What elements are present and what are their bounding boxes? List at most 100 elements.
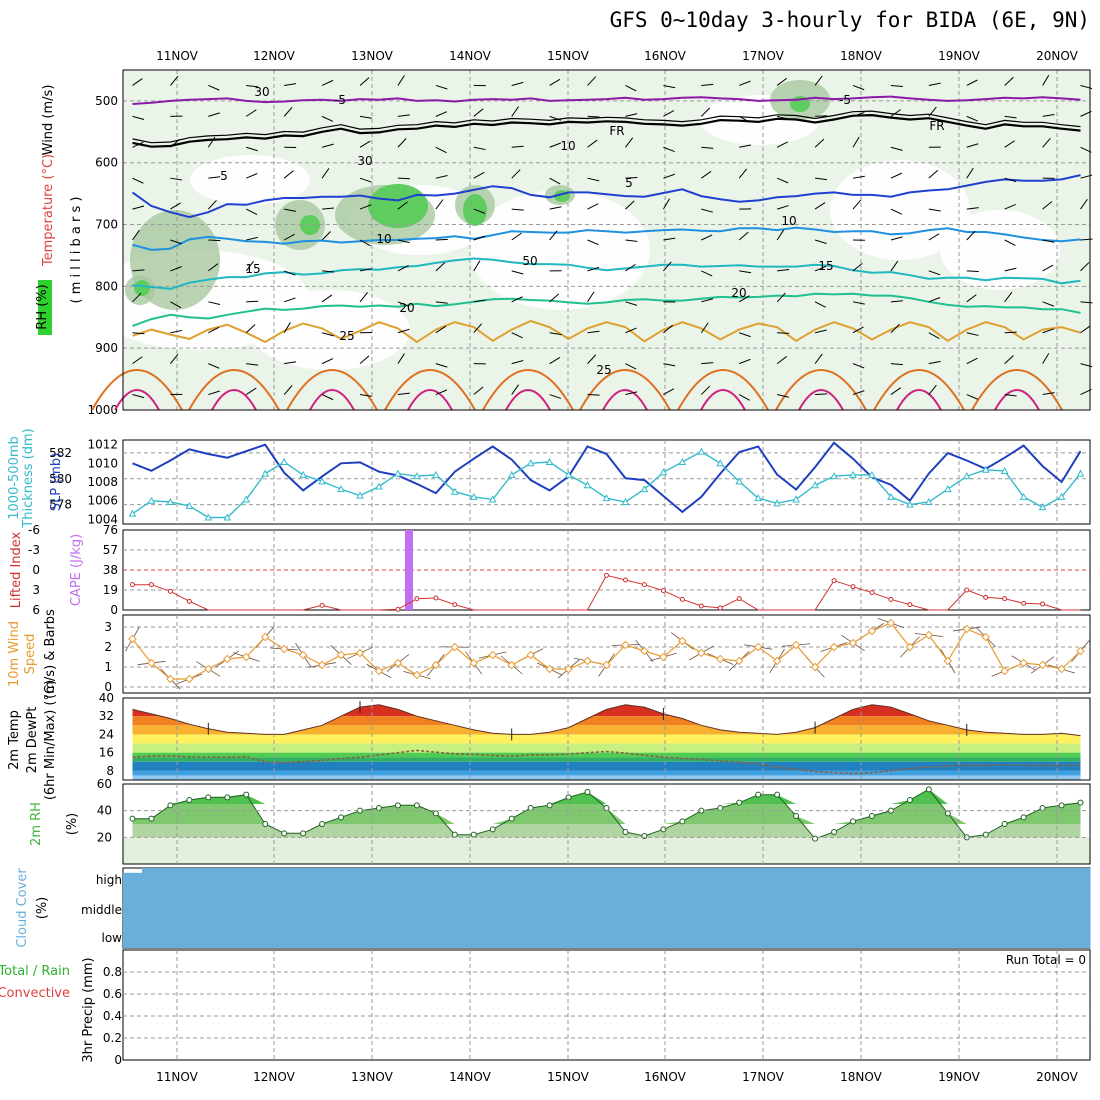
bottom-date-label-3: 14NOV bbox=[449, 1070, 491, 1084]
top-date-label-0: 11NOV bbox=[156, 49, 198, 63]
p1-wind-barb-135 bbox=[587, 177, 600, 182]
p1-wind-barb-183 bbox=[738, 295, 750, 303]
p1-wind-barb-64 bbox=[321, 358, 334, 365]
p1-warm-contour-30-9 bbox=[971, 369, 1063, 411]
p3-li-point-3 bbox=[186, 598, 192, 604]
p1-wind-barb-18 bbox=[170, 301, 182, 309]
p1-warm-contour-35-3 bbox=[407, 389, 453, 411]
p1-wind-barb-162 bbox=[663, 324, 674, 334]
p7-cloud-high-43 bbox=[938, 868, 958, 892]
chart-title: GFS 0~10day 3-hourly for BIDA (6E, 9N) bbox=[609, 8, 1090, 32]
p1-wind-barb-229 bbox=[890, 363, 903, 366]
p1-wind-barb-196 bbox=[776, 356, 788, 365]
p7-cloud-low-7 bbox=[255, 920, 276, 948]
p2-thickness-point-1 bbox=[147, 496, 156, 504]
top-date-label-3: 14NOV bbox=[449, 49, 491, 63]
p1-wind-barb-256 bbox=[1004, 177, 1017, 183]
p1-wind-barb-25 bbox=[208, 176, 221, 179]
p7-cloud-low-21 bbox=[521, 920, 541, 948]
p2-thickness-point-19 bbox=[488, 495, 497, 503]
p3-li-point-17 bbox=[452, 602, 458, 608]
p1-wind-barb-194 bbox=[776, 292, 786, 303]
p7-cloud-middle-35 bbox=[786, 892, 807, 920]
p3-li-point-44 bbox=[964, 587, 970, 593]
p4-wind-point-5 bbox=[223, 654, 232, 664]
p7-cloud-high-31 bbox=[710, 868, 731, 892]
p1-wind-barb-244 bbox=[966, 143, 979, 148]
p4-wind-point-19 bbox=[488, 650, 497, 660]
p7-cloud-middle-4 bbox=[198, 892, 219, 920]
p4-wind-point-12 bbox=[355, 648, 365, 658]
p6-rh-point-34 bbox=[774, 791, 781, 798]
p1-wind-barb-68 bbox=[359, 140, 371, 148]
p4-wind-point-0 bbox=[128, 634, 137, 644]
p3-li-point-16 bbox=[433, 595, 439, 601]
p1-wind-label: Wind (m/s) bbox=[41, 85, 56, 156]
p1-wind-barb-260 bbox=[1004, 291, 1013, 303]
p7-cloud-low-19 bbox=[483, 920, 503, 948]
p2-thickness-point-48 bbox=[1038, 503, 1047, 511]
p1-wind-barb-69 bbox=[359, 177, 372, 183]
p1-wind-barb-216 bbox=[852, 301, 865, 305]
p1-wind-barb-261 bbox=[1004, 331, 1017, 334]
p7-cloud-high-15 bbox=[407, 868, 427, 892]
p1-wind-barb-6 bbox=[132, 269, 145, 272]
p7-cloud-middle-25 bbox=[597, 892, 617, 920]
p7-cloud-middle-20 bbox=[502, 892, 522, 920]
p1-wind-barb-217 bbox=[852, 326, 864, 334]
p1-wind-barb-132 bbox=[587, 76, 597, 86]
p7-cloud-high-21 bbox=[521, 868, 541, 892]
p4-wind-point-23 bbox=[564, 664, 573, 674]
p3-cape-tick-0: 76 bbox=[103, 523, 118, 537]
p6-rh-point-50 bbox=[1077, 799, 1084, 806]
p7-cloud-middle-10 bbox=[312, 892, 333, 920]
p3-li-point-38 bbox=[850, 584, 856, 590]
p1-wind-barb-131 bbox=[549, 394, 562, 399]
p1-ytick-1: 600 bbox=[95, 156, 118, 170]
p2-thickness-point-36 bbox=[811, 481, 819, 489]
p5-frame bbox=[122, 697, 1091, 781]
p1-wind-barb-91 bbox=[435, 174, 448, 179]
p7-cloud-low-34 bbox=[767, 920, 788, 948]
p7-cloud-low-1 bbox=[141, 920, 162, 948]
p1-wind-barb-38 bbox=[246, 236, 259, 241]
p3-li-point-1 bbox=[148, 582, 154, 588]
p4-wind-point-24 bbox=[583, 656, 592, 666]
p4-wind-point-40 bbox=[886, 618, 896, 628]
p5-tick-1: 32 bbox=[99, 709, 114, 723]
p1-wind-barb-106 bbox=[473, 299, 486, 303]
p1-saturated-area-2 bbox=[300, 215, 320, 235]
p1-wind-barb-109 bbox=[473, 386, 484, 395]
bottom-date-label-9: 20NOV bbox=[1036, 1070, 1078, 1084]
p7-cloud-low-25 bbox=[597, 920, 617, 948]
p1-wind-barb-138 bbox=[587, 266, 600, 272]
p1-wind-barb-211 bbox=[852, 136, 860, 148]
p1-wind-barb-202 bbox=[814, 202, 826, 210]
p1-wind-barb-239 bbox=[928, 332, 940, 339]
p5-label-b: 2m DewPt bbox=[25, 707, 40, 774]
p2-thickness-point-9 bbox=[299, 470, 307, 478]
p1-wind-barb-230 bbox=[890, 387, 902, 395]
p6-rh-point-39 bbox=[868, 813, 875, 819]
p2-thickness-point-50 bbox=[1076, 469, 1085, 477]
p4-wind-point-35 bbox=[791, 640, 801, 650]
p2-slp-tick-3: 1006 bbox=[87, 494, 118, 508]
p1-wind-barb-167 bbox=[701, 146, 714, 149]
p1-wind-barb-66 bbox=[359, 77, 370, 86]
p7-cloud-high-14 bbox=[388, 868, 408, 892]
p4-wind-point-16 bbox=[431, 660, 441, 670]
p7-cloud-middle-42 bbox=[919, 892, 939, 920]
p3-li-point-0 bbox=[129, 582, 135, 588]
p1-warm-contour-30-6 bbox=[677, 369, 769, 411]
p6-rh-point-37 bbox=[831, 829, 838, 835]
p1-warm-contour-30-5 bbox=[579, 369, 671, 411]
p1-wind-barb-199 bbox=[815, 115, 828, 117]
p6-rh-point-20 bbox=[508, 815, 515, 822]
p1-wind-barb-258 bbox=[1004, 239, 1016, 246]
p1-wind-barb-56 bbox=[321, 115, 334, 122]
p7-cloud-high-42 bbox=[919, 868, 939, 892]
p4-frame bbox=[122, 614, 1091, 694]
p1-wind-barb-33 bbox=[246, 84, 259, 88]
p1-warm-contour-35-0 bbox=[114, 389, 160, 411]
p6-rh-point-21 bbox=[527, 805, 534, 811]
